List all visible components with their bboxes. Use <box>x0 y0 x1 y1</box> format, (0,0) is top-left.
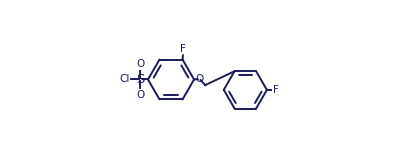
Text: S: S <box>136 73 144 86</box>
Text: Cl: Cl <box>119 74 130 84</box>
Text: F: F <box>272 85 278 95</box>
Text: O: O <box>195 74 203 84</box>
Text: O: O <box>136 90 144 100</box>
Text: F: F <box>180 44 186 54</box>
Text: O: O <box>136 59 144 69</box>
